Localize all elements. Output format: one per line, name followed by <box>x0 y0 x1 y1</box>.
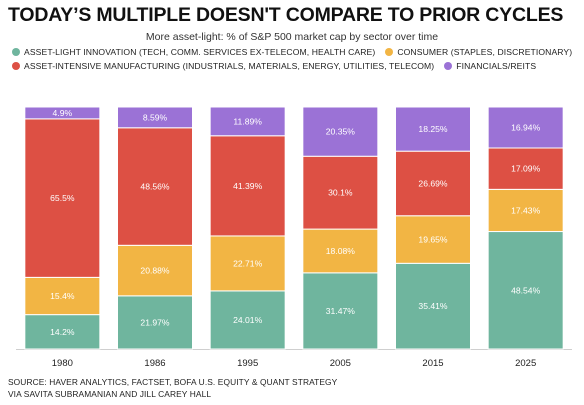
bar-segment-financials-1980 <box>24 106 101 120</box>
legend-label-manufacturing: ASSET-INTENSIVE MANUFACTURING (INDUSTRIA… <box>24 61 435 71</box>
chart-title: TODAY’S MULTIPLE DOESN'T COMPARE TO PRIO… <box>8 4 564 26</box>
x-tick-label-1986: 1986 <box>144 358 165 369</box>
legend-swatch-asset-light <box>12 48 20 56</box>
bar-segment-financials-2025 <box>487 106 564 149</box>
data-label-consumer-2015: 19.65% <box>418 235 448 245</box>
legend-item-asset-light: ASSET-LIGHT INNOVATION (TECH, COMM. SERV… <box>12 47 375 57</box>
data-label-financials-1995: 11.89% <box>233 116 262 126</box>
data-label-consumer-2005: 18.08% <box>326 246 356 256</box>
legend: ASSET-LIGHT INNOVATION (TECH, COMM. SERV… <box>12 45 582 73</box>
data-label-asset_light-1995: 24.01% <box>233 315 263 325</box>
data-label-asset_light-2005: 31.47% <box>326 306 356 316</box>
bar-segment-asset_light-2005 <box>302 272 379 350</box>
data-label-consumer-2025: 17.43% <box>511 205 541 215</box>
data-label-manufacturing-1980: 65.5% <box>50 193 75 203</box>
bar-segment-financials-1995 <box>209 106 286 137</box>
bar-segment-manufacturing-1980 <box>24 118 101 278</box>
data-label-asset_light-1980: 14.2% <box>50 327 75 337</box>
legend-swatch-manufacturing <box>12 62 20 70</box>
data-label-financials-2005: 20.35% <box>326 127 356 137</box>
bar-segment-consumer-2025 <box>487 188 564 233</box>
legend-row-1: ASSET-LIGHT INNOVATION (TECH, COMM. SERV… <box>12 45 582 59</box>
x-tick-label-1980: 1980 <box>52 358 73 369</box>
bar-segment-consumer-1986 <box>117 244 193 297</box>
legend-swatch-financials <box>444 62 453 70</box>
source-note: SOURCE: HAVER ANALYTICS, FACTSET, BOFA U… <box>8 377 578 400</box>
data-label-manufacturing-1995: 41.39% <box>233 181 263 191</box>
data-label-manufacturing-2025: 17.09% <box>511 164 541 174</box>
data-label-financials-1980: 4.9% <box>53 108 73 118</box>
source-line-2: VIA SAVITA SUBRAMANIAN AND JILL CAREY HA… <box>8 388 212 399</box>
x-tick-label-2025: 2025 <box>515 358 536 369</box>
chart-subtitle: More asset-light: % of S&P 500 market ca… <box>145 31 439 43</box>
data-label-consumer-1980: 15.4% <box>50 291 75 301</box>
x-tick-label-1995: 1995 <box>237 358 258 369</box>
legend-item-manufacturing: ASSET-INTENSIVE MANUFACTURING (INDUSTRIA… <box>12 61 434 71</box>
bar-segment-manufacturing-1986 <box>117 127 193 246</box>
data-label-consumer-1986: 20.88% <box>140 266 170 276</box>
bar-segment-financials-2015 <box>395 106 471 152</box>
legend-swatch-consumer <box>385 48 394 56</box>
bar-segment-asset_light-2015 <box>395 262 471 350</box>
data-label-asset_light-1986: 21.97% <box>140 317 170 327</box>
data-label-financials-1986: 8.59% <box>143 112 168 122</box>
legend-label-consumer: CONSUMER (STAPLES, DISCRETIONARY) <box>397 47 573 57</box>
data-label-consumer-1995: 22.71% <box>233 258 263 268</box>
bar-segment-manufacturing-2005 <box>302 155 379 230</box>
source-line-1: SOURCE: HAVER ANALYTICS, FACTSET, BOFA U… <box>8 377 338 387</box>
bar-segment-consumer-2015 <box>395 215 471 264</box>
x-tick-label-2005: 2005 <box>330 358 351 369</box>
legend-row-2: ASSET-INTENSIVE MANUFACTURING (INDUSTRIA… <box>12 59 582 73</box>
data-label-financials-2025: 16.94% <box>511 122 541 132</box>
legend-label-financials: FINANCIALS/REITS <box>456 61 537 71</box>
bar-segment-financials-1986 <box>117 106 193 129</box>
bar-segment-manufacturing-2015 <box>395 150 471 217</box>
data-label-asset_light-2015: 35.41% <box>418 301 448 311</box>
data-label-manufacturing-2015: 26.69% <box>418 178 448 188</box>
bar-segment-consumer-1980 <box>24 276 101 316</box>
bar-segment-asset_light-1986 <box>117 295 193 350</box>
bar-segment-financials-2005 <box>302 106 379 157</box>
data-label-manufacturing-2005: 30.1% <box>328 188 353 198</box>
legend-label-asset-light: ASSET-LIGHT INNOVATION (TECH, COMM. SERV… <box>24 47 376 57</box>
bar-segment-asset_light-2025 <box>487 231 564 350</box>
data-label-asset_light-2025: 48.54% <box>511 285 541 295</box>
legend-item-financials: FINANCIALS/REITS <box>444 61 536 71</box>
bar-segment-asset_light-1980 <box>24 314 101 350</box>
x-tick-label-2015: 2015 <box>422 358 443 369</box>
legend-item-consumer: CONSUMER (STAPLES, DISCRETIONARY) <box>385 47 572 57</box>
data-label-financials-2015: 18.25% <box>418 124 448 134</box>
bar-segment-consumer-2005 <box>302 228 379 274</box>
bar-segment-asset_light-1995 <box>209 290 286 350</box>
bar-segment-manufacturing-1995 <box>209 135 286 237</box>
data-label-manufacturing-1986: 48.56% <box>140 182 170 192</box>
